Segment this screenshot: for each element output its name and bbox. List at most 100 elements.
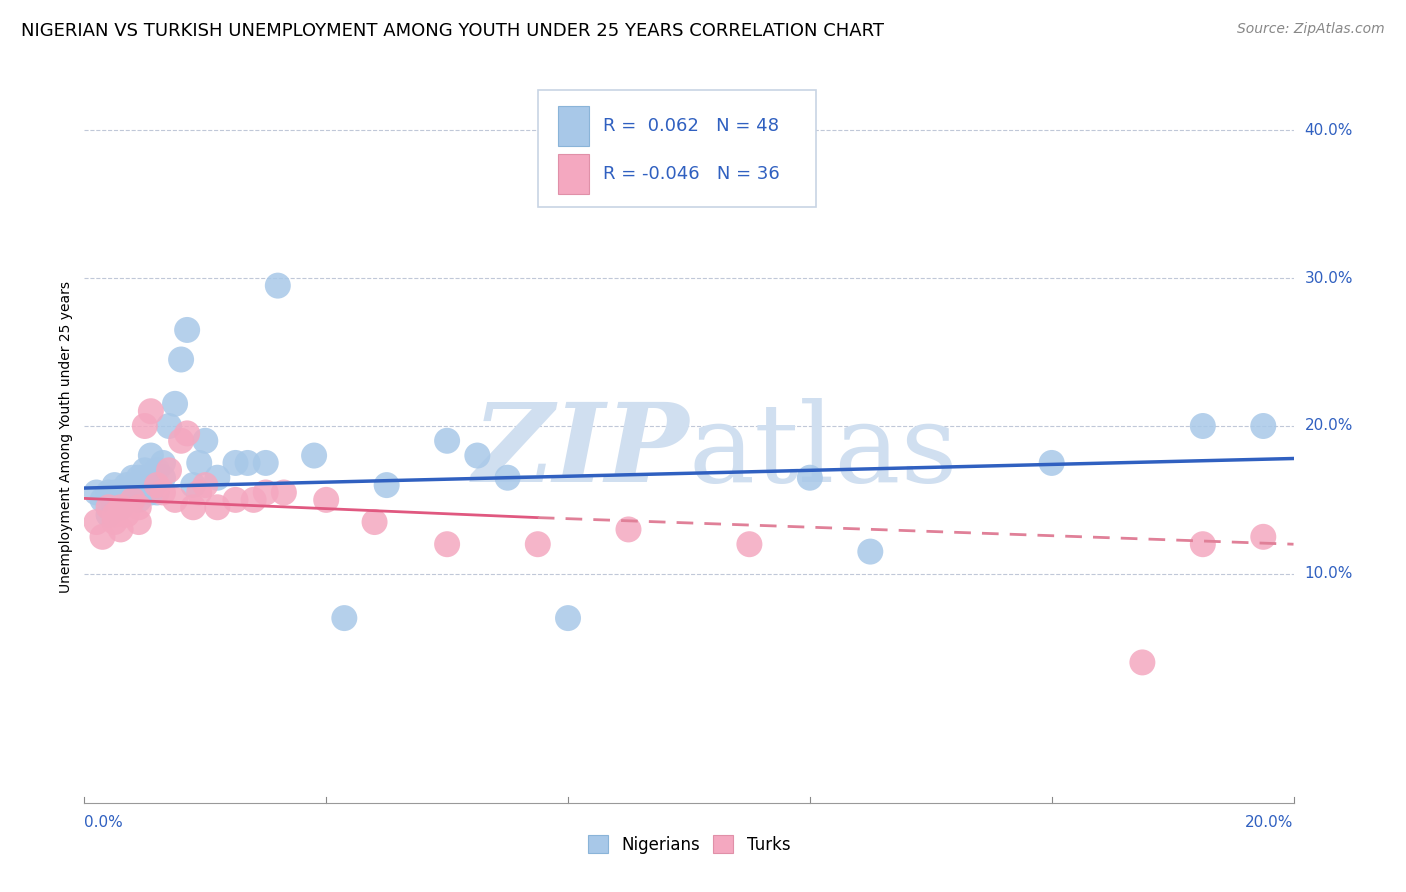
Point [738,537,761,551]
Point [181,500,204,515]
Point [157,419,180,434]
Point [648,131,671,145]
Point [110,523,132,537]
Point [146,485,169,500]
Point [375,478,398,492]
Point [315,492,337,507]
Point [254,485,277,500]
Point [104,500,127,515]
Point [617,523,640,537]
Point [134,419,156,434]
Point [1253,530,1275,544]
Point [104,508,127,522]
Point [152,456,174,470]
Text: NIGERIAN VS TURKISH UNEMPLOYMENT AMONG YOUTH UNDER 25 YEARS CORRELATION CHART: NIGERIAN VS TURKISH UNEMPLOYMENT AMONG Y… [21,22,884,40]
Point [121,485,143,500]
Point [363,515,385,529]
Text: 0.0%: 0.0% [84,814,124,830]
Point [128,471,150,485]
Text: 10.0%: 10.0% [1305,566,1353,582]
Point [86,515,108,529]
Point [165,397,187,411]
Point [91,492,114,507]
Point [194,434,217,448]
Point [146,478,169,492]
Point [194,478,217,492]
Point [496,471,519,485]
Point [110,500,132,515]
Point [157,463,180,477]
Point [467,449,489,463]
Text: 20.0%: 20.0% [1305,418,1353,434]
Text: 20.0%: 20.0% [1246,814,1294,830]
Point [128,515,150,529]
Point [176,426,198,441]
Legend: Nigerians, Turks: Nigerians, Turks [581,829,797,860]
Point [176,323,198,337]
Point [139,449,162,463]
Point [128,492,150,507]
Point [110,500,132,515]
Point [134,471,156,485]
Point [128,500,150,515]
Point [859,544,882,558]
Point [527,537,550,551]
Point [188,456,211,470]
Text: R = -0.046   N = 36: R = -0.046 N = 36 [603,165,780,183]
FancyBboxPatch shape [558,106,589,146]
Text: ZIP: ZIP [472,398,689,506]
Point [225,492,247,507]
Point [1040,456,1063,470]
Point [152,485,174,500]
Point [97,485,120,500]
Point [146,463,169,477]
Point [97,500,120,515]
FancyBboxPatch shape [538,90,815,207]
Point [1130,656,1153,670]
Point [115,478,138,492]
Point [267,278,290,293]
Point [207,471,229,485]
Point [115,508,138,522]
Text: R =  0.062   N = 48: R = 0.062 N = 48 [603,117,779,136]
Point [104,478,127,492]
Text: 30.0%: 30.0% [1305,271,1353,285]
Point [242,492,264,507]
Point [1192,419,1215,434]
Point [91,530,114,544]
Point [139,404,162,418]
Point [104,485,127,500]
Point [181,478,204,492]
Point [557,611,579,625]
Point [110,485,132,500]
Text: Source: ZipAtlas.com: Source: ZipAtlas.com [1237,22,1385,37]
Point [1253,419,1275,434]
Point [115,485,138,500]
Point [207,500,229,515]
Point [436,537,458,551]
Point [170,352,193,367]
Point [165,492,187,507]
Point [121,492,143,507]
Point [97,508,120,522]
Point [170,434,193,448]
Text: atlas: atlas [689,398,959,505]
Point [152,471,174,485]
Point [188,485,211,500]
Point [104,515,127,529]
Point [302,449,325,463]
FancyBboxPatch shape [558,153,589,194]
Point [254,456,277,470]
Point [333,611,356,625]
Point [121,471,143,485]
Point [436,434,458,448]
Y-axis label: Unemployment Among Youth under 25 years: Unemployment Among Youth under 25 years [59,281,73,593]
Point [134,463,156,477]
Point [236,456,259,470]
Point [86,485,108,500]
Point [799,471,821,485]
Point [139,485,162,500]
Text: 40.0%: 40.0% [1305,123,1353,138]
Point [1192,537,1215,551]
Point [273,485,295,500]
